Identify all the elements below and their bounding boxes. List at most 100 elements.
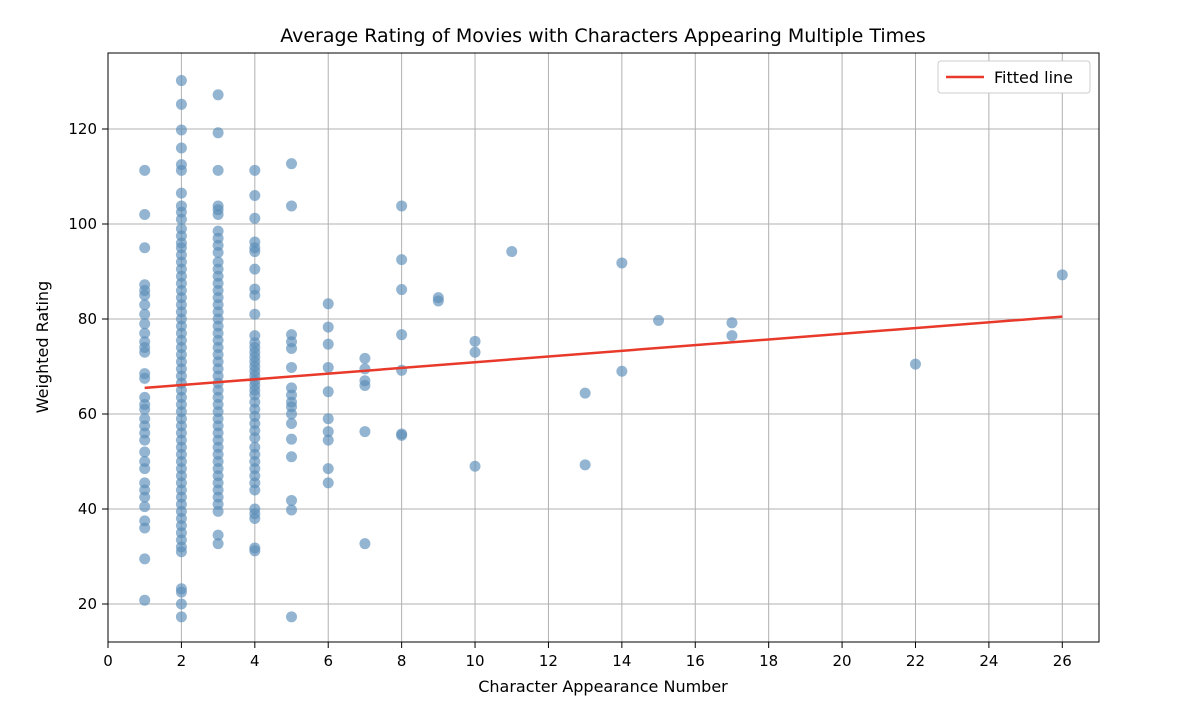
data-point [139, 594, 151, 606]
data-point [322, 463, 334, 475]
data-point [175, 598, 187, 610]
data-point [139, 463, 151, 475]
data-point [286, 200, 298, 212]
x-axis-label: Character Appearance Number [478, 677, 728, 696]
data-point [139, 522, 151, 534]
x-tick-label: 12 [539, 652, 558, 670]
data-point [212, 164, 224, 176]
data-point [286, 408, 298, 420]
data-point [506, 246, 518, 258]
data-point [139, 308, 151, 320]
y-tick-label: 40 [78, 500, 97, 518]
data-point [249, 308, 261, 320]
data-point [322, 361, 334, 373]
legend-box [937, 60, 1091, 94]
x-tick-label: 8 [397, 652, 407, 670]
data-point [322, 426, 334, 438]
data-point [286, 158, 298, 170]
data-point [359, 352, 371, 364]
data-point [726, 330, 738, 342]
x-tick-label: 20 [833, 652, 852, 670]
fitted-line [144, 315, 1063, 390]
data-point [175, 187, 187, 199]
y-tick-label: 20 [78, 595, 97, 613]
data-point [653, 314, 665, 326]
data-point [139, 372, 151, 384]
data-point [139, 209, 151, 220]
data-point [579, 459, 591, 471]
data-point [909, 358, 921, 370]
data-point [359, 380, 371, 391]
data-point [139, 346, 151, 358]
data-points [139, 75, 1068, 623]
data-point [469, 346, 481, 358]
y-tick-label: 120 [68, 120, 97, 138]
data-point [616, 257, 628, 269]
data-point [212, 247, 224, 258]
y-tick-label: 100 [68, 215, 97, 233]
data-point [175, 213, 187, 225]
data-point [212, 89, 224, 101]
y-tick-label: 60 [78, 405, 97, 423]
data-point [286, 342, 298, 354]
data-point [175, 75, 187, 87]
data-point [175, 546, 187, 558]
data-point [175, 98, 187, 110]
x-tick-label: 22 [906, 652, 925, 670]
data-point [139, 327, 151, 339]
data-point [139, 289, 151, 301]
x-tick-label: 24 [979, 652, 998, 670]
data-point [212, 209, 224, 220]
data-point [432, 295, 444, 307]
y-axis-label: Weighted Rating [33, 281, 52, 413]
x-tick-label: 18 [759, 652, 778, 670]
data-point [139, 164, 151, 176]
data-point [579, 387, 591, 399]
data-point [249, 190, 261, 201]
data-point [322, 477, 334, 489]
x-tick-label: 26 [1053, 652, 1072, 670]
data-point [249, 513, 261, 524]
data-point [359, 538, 371, 550]
data-point [359, 426, 371, 438]
data-point [212, 127, 224, 139]
data-point [396, 200, 408, 212]
grid [107, 53, 1099, 642]
data-point [175, 124, 187, 136]
legend: Fitted line [937, 60, 1091, 94]
data-point [212, 538, 224, 550]
data-point [322, 386, 334, 398]
data-point [139, 501, 151, 513]
data-point [139, 242, 151, 254]
data-point [1056, 269, 1068, 281]
data-point [175, 611, 187, 623]
data-point [286, 504, 298, 516]
data-point [249, 246, 261, 258]
data-point [249, 484, 261, 496]
x-tick-label: 2 [177, 652, 187, 670]
data-point [139, 403, 151, 415]
data-point [322, 298, 334, 310]
legend-label-fitted-line: Fitted line [994, 68, 1073, 87]
data-point [286, 611, 298, 623]
y-tick-label: 80 [78, 310, 97, 328]
data-point [212, 505, 224, 517]
x-tick-label: 4 [250, 652, 260, 670]
data-point [359, 363, 371, 375]
data-point [322, 321, 334, 333]
data-point [616, 365, 628, 377]
data-point [139, 299, 151, 311]
x-axis-ticks: 0 2 4 6 8 10 12 14 16 18 20 22 24 26 [103, 642, 1072, 670]
x-tick-label: 0 [103, 652, 113, 670]
data-point [286, 418, 298, 429]
data-point [322, 413, 334, 425]
data-point [726, 317, 738, 329]
data-point [249, 164, 261, 176]
data-point [469, 335, 481, 347]
data-point [286, 361, 298, 373]
plot-frame [107, 52, 1100, 643]
x-tick-label: 10 [465, 652, 484, 670]
data-point [469, 460, 481, 472]
data-point [249, 212, 261, 224]
